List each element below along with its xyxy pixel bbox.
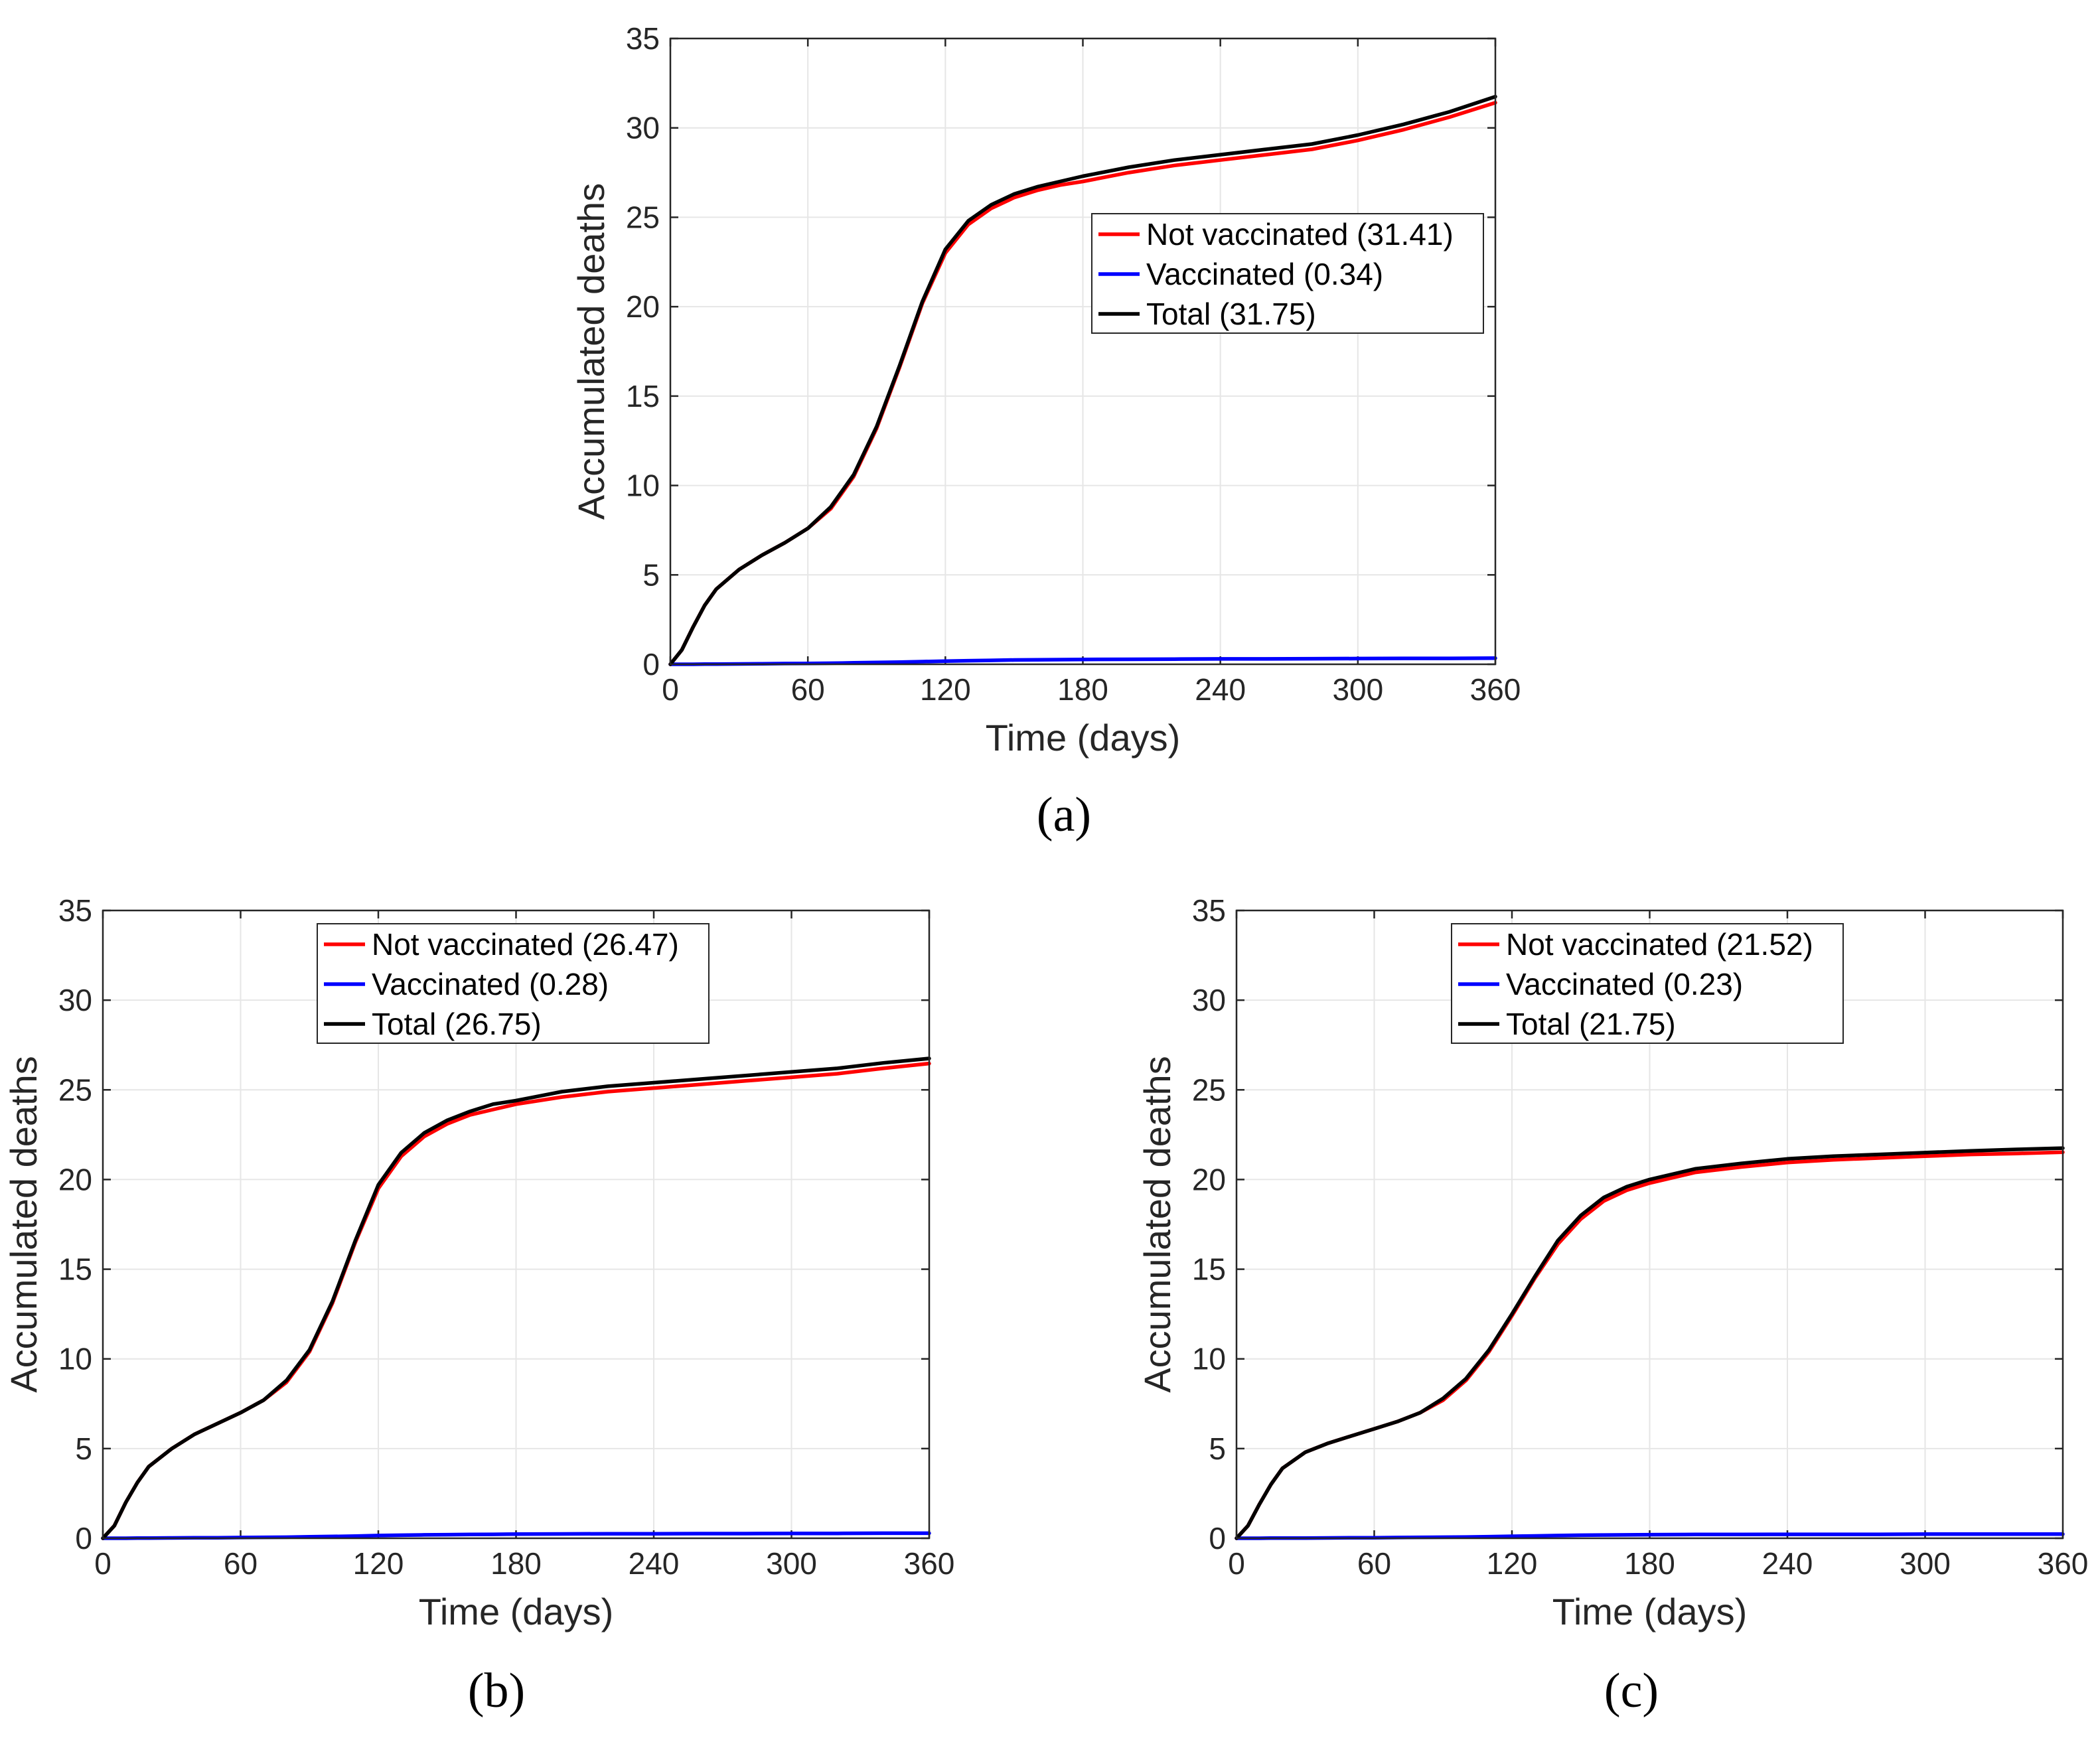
x-tick-label-c: 240 xyxy=(1762,1546,1813,1581)
y-tick-label-c: 15 xyxy=(1192,1252,1226,1287)
y-tick-label-a: 25 xyxy=(626,200,660,234)
y-tick-label-a: 30 xyxy=(626,111,660,145)
y-tick-label-a: 5 xyxy=(642,557,660,592)
series-line-total-a xyxy=(668,94,1497,666)
y-axis-label-b: Accumulated deaths xyxy=(3,1056,44,1392)
y-tick-label-b: 35 xyxy=(58,893,92,928)
x-tick-label-c: 60 xyxy=(1357,1546,1391,1581)
y-tick-label-a: 35 xyxy=(626,21,660,56)
y-tick-label-b: 0 xyxy=(75,1521,92,1556)
series-line-total-c xyxy=(1235,1146,2065,1540)
legend-a: Not vaccinated (31.41) Vaccinated (0.34) T… xyxy=(1091,213,1484,334)
x-axis-label-a: Time (days) xyxy=(986,717,1181,759)
y-tick-label-c: 25 xyxy=(1192,1072,1226,1107)
x-tick-label-b: 0 xyxy=(94,1546,112,1581)
x-axis-label-b: Time (days) xyxy=(419,1591,614,1632)
legend-label-total-c: Total (21.75) xyxy=(1506,1007,1676,1041)
x-tick-label-b: 300 xyxy=(766,1546,817,1581)
x-tick-label-a: 0 xyxy=(662,672,679,707)
axes-frame-a xyxy=(669,37,1497,666)
y-tick-label-a: 20 xyxy=(626,289,660,324)
chart-panel-b: 0 60 120 180 240 300 360 0 5 10 15 20 25 30 35 Time (da… xyxy=(3,893,954,1632)
x-tick-label-b: 180 xyxy=(490,1546,542,1581)
y-tick-label-a: 10 xyxy=(626,469,660,503)
x-tick-label-c: 360 xyxy=(2038,1546,2089,1581)
legend-label-not-vaccinated-a: Not vaccinated (31.41) xyxy=(1146,217,1454,252)
x-tick-label-a: 60 xyxy=(791,672,825,707)
y-tick-label-c: 5 xyxy=(1209,1431,1226,1466)
legend-label-total-a: Total (31.75) xyxy=(1146,297,1316,331)
y-tick-label-b: 5 xyxy=(75,1431,92,1466)
y-tick-label-a: 0 xyxy=(642,647,660,682)
panel-label-c: (c) xyxy=(1604,1664,1659,1718)
y-tick-label-c: 20 xyxy=(1192,1162,1226,1196)
y-axis-label-a: Accumulated deaths xyxy=(570,183,612,520)
legend-box-c xyxy=(1451,923,1844,1044)
x-tick-label-b: 240 xyxy=(629,1546,680,1581)
y-axis-label-c: Accumulated deaths xyxy=(1136,1056,1178,1392)
chart-panel-c: 0 60 120 180 240 300 360 0 5 10 15 20 25 30 35 Time (da… xyxy=(1136,893,2088,1632)
x-tick-label-c: 300 xyxy=(1900,1546,1951,1581)
y-tick-label-b: 10 xyxy=(58,1342,92,1376)
y-tick-label-a: 15 xyxy=(626,379,660,413)
legend-label-vaccinated-c: Vaccinated (0.23) xyxy=(1506,967,1743,1001)
axes-frame-b xyxy=(102,909,931,1540)
legend-label-not-vaccinated-b: Not vaccinated (26.47) xyxy=(372,927,679,962)
legend-label-vaccinated-a: Vaccinated (0.34) xyxy=(1146,257,1383,291)
x-tick-label-a: 300 xyxy=(1332,672,1383,707)
x-tick-label-c: 180 xyxy=(1624,1546,1675,1581)
axes-frame-c xyxy=(1235,909,2064,1540)
legend-b: Not vaccinated (26.47) Vaccinated (0.28) T… xyxy=(317,923,710,1044)
legend-label-vaccinated-b: Vaccinated (0.28) xyxy=(372,967,609,1001)
y-tick-label-b: 20 xyxy=(58,1162,92,1196)
y-tick-label-c: 0 xyxy=(1209,1521,1226,1556)
x-tick-label-c: 0 xyxy=(1228,1546,1245,1581)
y-tick-label-b: 15 xyxy=(58,1252,92,1287)
x-tick-label-b: 60 xyxy=(224,1546,258,1581)
y-tick-label-c: 10 xyxy=(1192,1342,1226,1376)
x-tick-label-a: 120 xyxy=(920,672,971,707)
panel-label-a: (a) xyxy=(1037,788,1091,842)
legend-c: Not vaccinated (21.52) Vaccinated (0.23) T… xyxy=(1451,923,1844,1044)
legend-box-a xyxy=(1091,213,1484,334)
y-tick-label-b: 30 xyxy=(58,983,92,1017)
series-line-total-b xyxy=(101,1056,931,1540)
chart-panel-a: 0 60 120 180 240 300 360 0 5 10 15 20 25 30 35 Time (da… xyxy=(570,21,1521,759)
x-tick-label-c: 120 xyxy=(1487,1546,1538,1581)
legend-label-total-b: Total (26.75) xyxy=(372,1007,542,1041)
legend-label-not-vaccinated-c: Not vaccinated (21.52) xyxy=(1506,927,1813,962)
panel-label-b: (b) xyxy=(468,1664,525,1718)
y-tick-label-c: 30 xyxy=(1192,983,1226,1017)
x-tick-label-b: 360 xyxy=(904,1546,955,1581)
x-tick-label-a: 240 xyxy=(1195,672,1246,707)
x-axis-label-c: Time (days) xyxy=(1552,1591,1748,1632)
x-tick-label-a: 360 xyxy=(1470,672,1521,707)
x-tick-label-a: 180 xyxy=(1057,672,1108,707)
y-tick-label-b: 25 xyxy=(58,1072,92,1107)
y-tick-label-c: 35 xyxy=(1192,893,1226,928)
x-tick-label-b: 120 xyxy=(353,1546,404,1581)
legend-box-b xyxy=(317,923,710,1044)
